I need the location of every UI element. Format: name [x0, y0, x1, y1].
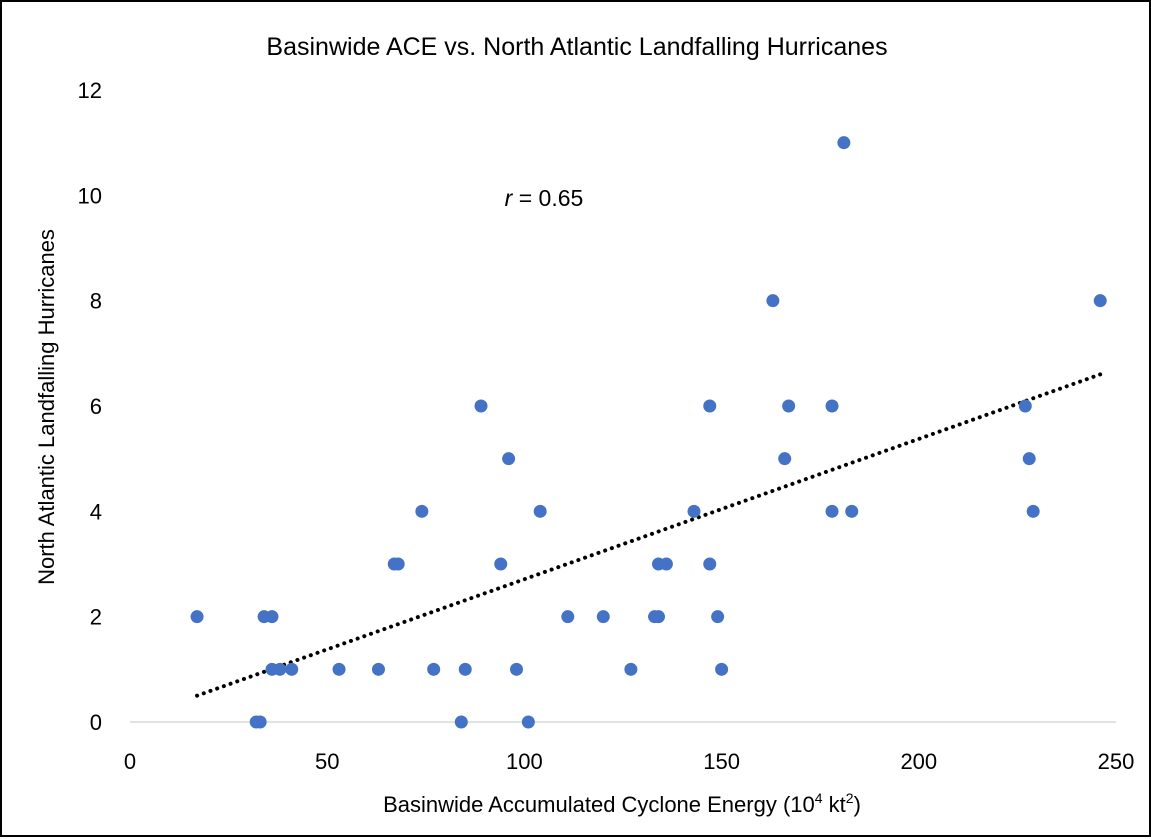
data-point: [273, 662, 287, 676]
data-point: [1018, 399, 1032, 413]
data-point: [825, 504, 839, 518]
linear-trendline: [195, 372, 1103, 698]
data-point: [458, 662, 472, 676]
x-axis-title-sup1: 4: [815, 790, 823, 806]
x-axis-ticks: 0 50 100 150 200 250: [124, 749, 1134, 774]
y-tick-label: 12: [78, 78, 102, 103]
chart-title: Basinwide ACE vs. North Atlantic Landfal…: [266, 33, 887, 61]
data-point: [659, 557, 673, 571]
data-point: [1093, 294, 1107, 308]
y-tick-label: 6: [90, 394, 102, 419]
data-points: [190, 136, 1107, 729]
y-tick-label: 4: [90, 499, 102, 524]
x-tick-label: 0: [124, 749, 136, 774]
x-tick-label: 50: [315, 749, 339, 774]
data-point: [778, 452, 792, 466]
y-axis-ticks: 0 2 4 6 8 10 12: [78, 78, 102, 735]
data-point: [415, 504, 429, 518]
data-point: [371, 662, 385, 676]
y-tick-label: 10: [78, 183, 102, 208]
data-point: [711, 610, 725, 624]
data-point: [253, 715, 267, 729]
data-point: [703, 557, 717, 571]
x-axis-title-end: ): [854, 792, 861, 817]
data-point: [494, 557, 508, 571]
x-tick-label: 250: [1098, 749, 1135, 774]
x-axis-title: Basinwide Accumulated Cyclone Energy (10…: [383, 790, 861, 817]
data-point: [766, 294, 780, 308]
data-point: [845, 504, 859, 518]
correlation-variable: r: [505, 185, 514, 211]
y-tick-label: 0: [90, 710, 102, 735]
x-tick-label: 200: [900, 749, 937, 774]
data-point: [285, 662, 299, 676]
data-point: [265, 610, 279, 624]
data-point: [837, 136, 851, 150]
x-tick-label: 150: [703, 749, 740, 774]
data-point: [474, 399, 488, 413]
x-axis-title-text: Basinwide Accumulated Cyclone Energy (10: [383, 792, 815, 817]
y-tick-label: 8: [90, 289, 102, 314]
data-point: [782, 399, 796, 413]
data-point: [454, 715, 468, 729]
data-point: [332, 662, 346, 676]
data-point: [561, 610, 575, 624]
correlation-annotation: r = 0.65: [505, 185, 584, 211]
data-point: [651, 610, 665, 624]
data-point: [510, 662, 524, 676]
data-point: [533, 504, 547, 518]
data-point: [190, 610, 204, 624]
x-axis-title-sup2: 2: [846, 790, 854, 806]
data-point: [427, 662, 441, 676]
data-point: [1022, 452, 1036, 466]
correlation-value: = 0.65: [512, 185, 583, 211]
y-tick-label: 2: [90, 605, 102, 630]
data-point: [391, 557, 405, 571]
data-point: [687, 504, 701, 518]
data-point: [624, 662, 638, 676]
data-point: [715, 662, 729, 676]
y-axis-title: North Atlantic Landfalling Hurricanes: [34, 229, 59, 585]
data-point: [521, 715, 535, 729]
data-point: [825, 399, 839, 413]
data-point: [703, 399, 717, 413]
data-point: [596, 610, 610, 624]
data-point: [1026, 504, 1040, 518]
data-point: [502, 452, 516, 466]
x-tick-label: 100: [506, 749, 543, 774]
x-axis-title-mid: kt: [823, 792, 846, 817]
